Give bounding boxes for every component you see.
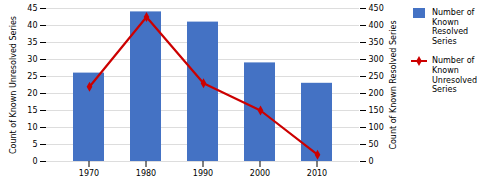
html-text:Number of Known Unresolved Ser: Number of Known Unresolved Series <box>432 56 477 95</box>
svg-text:2010: 2010 <box>307 169 327 178</box>
svg-text:0: 0 <box>32 157 37 166</box>
html-text:Number of Known Resolved Serie: Number of Known Resolved Series <box>432 8 475 46</box>
svg-text:350: 350 <box>369 38 384 47</box>
svg-text:15: 15 <box>27 106 37 115</box>
svg-text:250: 250 <box>369 72 384 81</box>
svg-text:40: 40 <box>27 21 37 30</box>
svg-text:200: 200 <box>369 89 384 98</box>
svg-text:100: 100 <box>369 123 384 132</box>
svg-text:400: 400 <box>369 21 384 30</box>
svg-text:5: 5 <box>32 140 37 149</box>
svg-text:1970: 1970 <box>79 169 99 178</box>
svg-text:300: 300 <box>369 55 384 64</box>
svg-text:450: 450 <box>369 4 384 13</box>
svg-text:10: 10 <box>27 123 37 132</box>
svg-text:30: 30 <box>27 55 37 64</box>
svg-text:35: 35 <box>27 38 37 47</box>
svg-text:150: 150 <box>369 106 384 115</box>
svg-text:0: 0 <box>369 157 374 166</box>
svg-text:1980: 1980 <box>136 169 156 178</box>
svg-text:45: 45 <box>27 4 37 13</box>
svg-text:20: 20 <box>27 89 37 98</box>
svg-text:1990: 1990 <box>193 169 213 178</box>
svg-text:50: 50 <box>369 140 379 149</box>
svg-text:Count of Known Unresolved Seri: Count of Known Unresolved Series <box>9 16 18 154</box>
svg-text:2000: 2000 <box>250 169 270 178</box>
svg-text:25: 25 <box>27 72 37 81</box>
svg-text:Count of Known Resolved Series: Count of Known Resolved Series <box>389 20 398 149</box>
